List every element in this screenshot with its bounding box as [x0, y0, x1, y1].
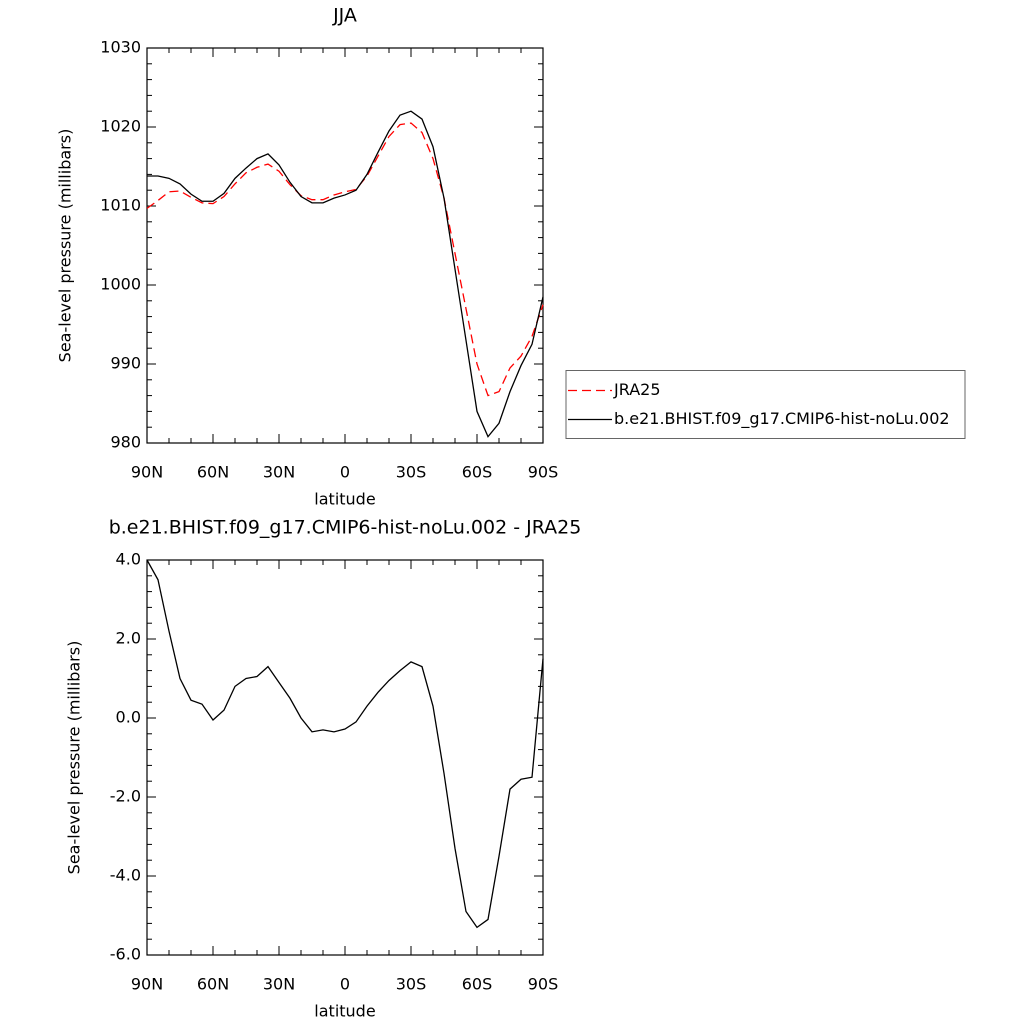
x-tick-label: 30S	[396, 975, 427, 994]
x-tick-label: 90S	[528, 463, 559, 482]
chart-title: b.e21.BHIST.f09_g17.CMIP6-hist-noLu.002 …	[109, 517, 582, 539]
y-tick-label: -6.0	[110, 945, 141, 964]
data-line	[146, 559, 544, 929]
chart-title: JJA	[332, 5, 357, 27]
x-tick-label: 60N	[197, 975, 229, 994]
data-line	[147, 110, 544, 438]
plot-frame	[146, 559, 544, 956]
y-tick-label: 0.0	[116, 708, 141, 727]
y-axis-label: Sea-level pressure (millibars)	[65, 641, 84, 875]
y-tick-label: 1010	[100, 196, 141, 215]
legend-label: JRA25	[613, 380, 661, 399]
x-tick-label: 30N	[263, 463, 295, 482]
legend-label: b.e21.BHIST.f09_g17.CMIP6-hist-noLu.002	[614, 409, 950, 429]
y-tick-label: 1030	[100, 38, 141, 57]
legend-box	[565, 370, 966, 439]
y-tick-label: 1000	[100, 275, 141, 294]
x-tick-label: 90N	[131, 975, 163, 994]
y-tick-label: -4.0	[110, 866, 141, 885]
x-axis-label: latitude	[314, 490, 375, 509]
y-tick-label: 4.0	[116, 550, 141, 569]
y-tick-label: 990	[110, 354, 141, 373]
x-tick-label: 90S	[528, 975, 559, 994]
x-tick-label: 0	[340, 975, 350, 994]
x-tick-label: 0	[340, 463, 350, 482]
x-tick-label: 60S	[462, 463, 493, 482]
y-tick-label: 2.0	[116, 629, 141, 648]
y-tick-label: 980	[110, 433, 141, 452]
y-axis-label: Sea-level pressure (millibars)	[56, 129, 75, 363]
y-tick-label: 1020	[100, 117, 141, 136]
x-tick-label: 90N	[131, 463, 163, 482]
x-tick-label: 60N	[197, 463, 229, 482]
y-tick-label: -2.0	[110, 787, 141, 806]
x-axis-label: latitude	[314, 1002, 375, 1021]
data-line	[146, 122, 544, 397]
x-tick-label: 30N	[263, 975, 295, 994]
x-tick-label: 30S	[396, 463, 427, 482]
x-tick-label: 60S	[462, 975, 493, 994]
